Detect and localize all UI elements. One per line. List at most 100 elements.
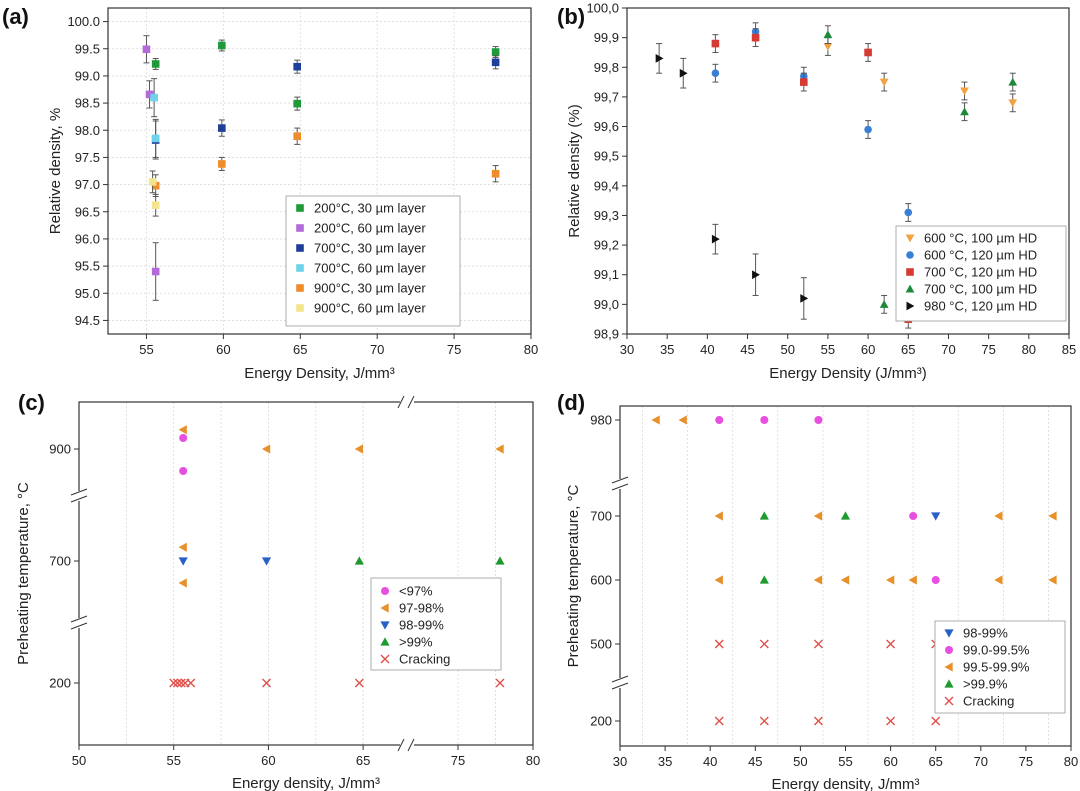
legend-marker	[944, 679, 954, 688]
axis-break-mark	[397, 738, 405, 752]
axis-break-mark	[397, 395, 405, 409]
axis-break-gap	[612, 479, 628, 489]
data-point	[145, 90, 154, 99]
y-tick-label: 95.0	[75, 286, 100, 301]
legend-label: Cracking	[963, 694, 1014, 709]
y-axis-title: Relative density (%)	[566, 104, 583, 237]
data-point	[178, 425, 187, 435]
y-tick-label: 700	[590, 509, 612, 524]
legend-label: 97-98%	[399, 601, 444, 616]
legend-marker	[906, 251, 914, 259]
x-tick-label: 55	[166, 753, 180, 768]
data-point	[711, 39, 720, 48]
legend-label: 700 °C, 100 µm HD	[924, 282, 1037, 297]
legend-marker	[905, 234, 915, 243]
data-point	[178, 542, 187, 552]
data-point	[813, 639, 823, 649]
data-point	[186, 678, 196, 688]
axis-break-mark	[611, 675, 629, 683]
data-point	[714, 575, 723, 585]
axis-break-mark	[611, 476, 629, 484]
legend-box	[934, 620, 1066, 714]
y-tick-label: 980	[590, 413, 612, 428]
data-point	[752, 270, 760, 280]
data-point	[931, 716, 941, 726]
data-point	[148, 178, 157, 186]
legend-label: 700°C, 60 µm layer	[314, 261, 426, 276]
data-point	[879, 299, 889, 308]
panel-label: (d)	[557, 390, 585, 415]
axis-break-mark	[611, 483, 629, 491]
y-tick-label: 99,2	[594, 238, 619, 253]
legend-box	[285, 195, 461, 327]
axis-break-mark	[70, 622, 88, 630]
x-tick-label: 45	[740, 342, 754, 357]
data-point	[354, 678, 364, 688]
y-tick-label: 99.0	[75, 68, 100, 83]
data-point	[813, 511, 823, 521]
legend-marker	[380, 603, 389, 613]
data-point	[879, 78, 889, 87]
y-tick-label: 99,0	[594, 297, 619, 312]
legend: <97% 97-98% 98-99% >99% Cracking	[370, 577, 502, 671]
y-tick-label: 100,0	[586, 1, 619, 16]
data-point	[800, 78, 808, 86]
x-tick-label: 75	[1019, 754, 1033, 769]
data-point	[491, 58, 500, 67]
data-point	[840, 575, 850, 585]
x-tick-label: 50	[780, 342, 794, 357]
x-tick-label: 30	[613, 754, 627, 769]
legend-label: 900°C, 60 µm layer	[314, 301, 426, 316]
x-tick-label: 60	[216, 342, 230, 357]
data-point	[864, 125, 872, 134]
x-tick-label: 65	[356, 753, 370, 768]
data-point	[151, 181, 160, 190]
legend-label: 600 °C, 120 µm HD	[924, 248, 1037, 263]
data-point	[176, 678, 186, 688]
data-point	[262, 678, 272, 688]
axis-break-mark	[611, 682, 629, 690]
axis-break-mark	[70, 495, 88, 503]
y-tick-label: 97.5	[75, 150, 100, 165]
data-point	[994, 575, 1003, 585]
x-axis-title: Energy Density, J/mm³	[244, 365, 395, 382]
data-point	[293, 62, 301, 71]
data-point	[679, 68, 688, 78]
legend-marker	[296, 304, 304, 312]
legend-marker	[906, 301, 915, 311]
axis-break-gap	[612, 678, 628, 688]
data-point	[759, 639, 769, 649]
legend-label: 600 °C, 100 µm HD	[924, 231, 1037, 246]
legend-label: 98-99%	[399, 618, 444, 633]
x-tick-label: 65	[901, 342, 915, 357]
data-point	[491, 169, 500, 178]
panel-label: (c)	[18, 390, 45, 415]
data-point	[151, 134, 160, 143]
data-point	[178, 557, 188, 566]
axis-break-mark	[407, 738, 415, 752]
plot-frame	[78, 401, 534, 746]
y-tick-label: 99,4	[594, 178, 619, 193]
data-point	[711, 234, 720, 244]
y-tick-label: 99,1	[594, 267, 619, 282]
x-tick-label: 35	[658, 754, 672, 769]
data-point	[293, 99, 301, 108]
data-point	[931, 576, 940, 584]
x-tick-label: 80	[1022, 342, 1036, 357]
data-point	[261, 557, 272, 566]
data-point	[904, 208, 913, 217]
data-point	[179, 434, 188, 442]
legend-marker	[381, 587, 389, 595]
x-tick-label: 55	[821, 342, 835, 357]
x-tick-label: 55	[139, 342, 153, 357]
x-tick-label: 70	[941, 342, 955, 357]
data-point	[814, 416, 823, 424]
data-point	[711, 69, 720, 77]
legend-box	[370, 577, 502, 671]
axis-break-gap	[400, 397, 414, 407]
data-point	[908, 575, 917, 585]
data-point	[823, 43, 833, 51]
data-point	[495, 556, 505, 565]
data-point	[178, 578, 187, 588]
panel-d: 30 35 40 45 50 55 60 65 70 75 80 200 500 600 700 980 Ene…	[557, 390, 1078, 791]
